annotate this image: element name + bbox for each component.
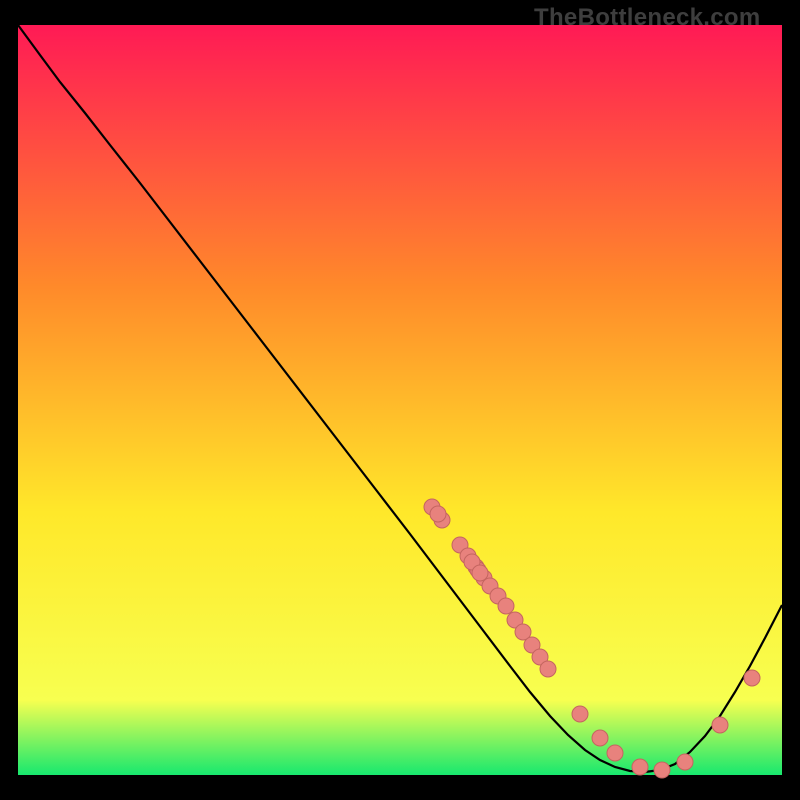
data-point bbox=[540, 661, 556, 677]
data-point bbox=[572, 706, 588, 722]
data-point bbox=[654, 762, 670, 778]
data-point bbox=[712, 717, 728, 733]
data-point bbox=[632, 759, 648, 775]
data-point bbox=[472, 565, 488, 581]
data-point bbox=[677, 754, 693, 770]
data-point bbox=[607, 745, 623, 761]
chart-container: TheBottleneck.com bbox=[0, 0, 800, 800]
data-point bbox=[430, 506, 446, 522]
data-point bbox=[744, 670, 760, 686]
chart-svg bbox=[0, 0, 800, 800]
data-point bbox=[592, 730, 608, 746]
data-point bbox=[498, 598, 514, 614]
bottleneck-curve bbox=[18, 25, 782, 772]
data-markers bbox=[424, 499, 760, 778]
